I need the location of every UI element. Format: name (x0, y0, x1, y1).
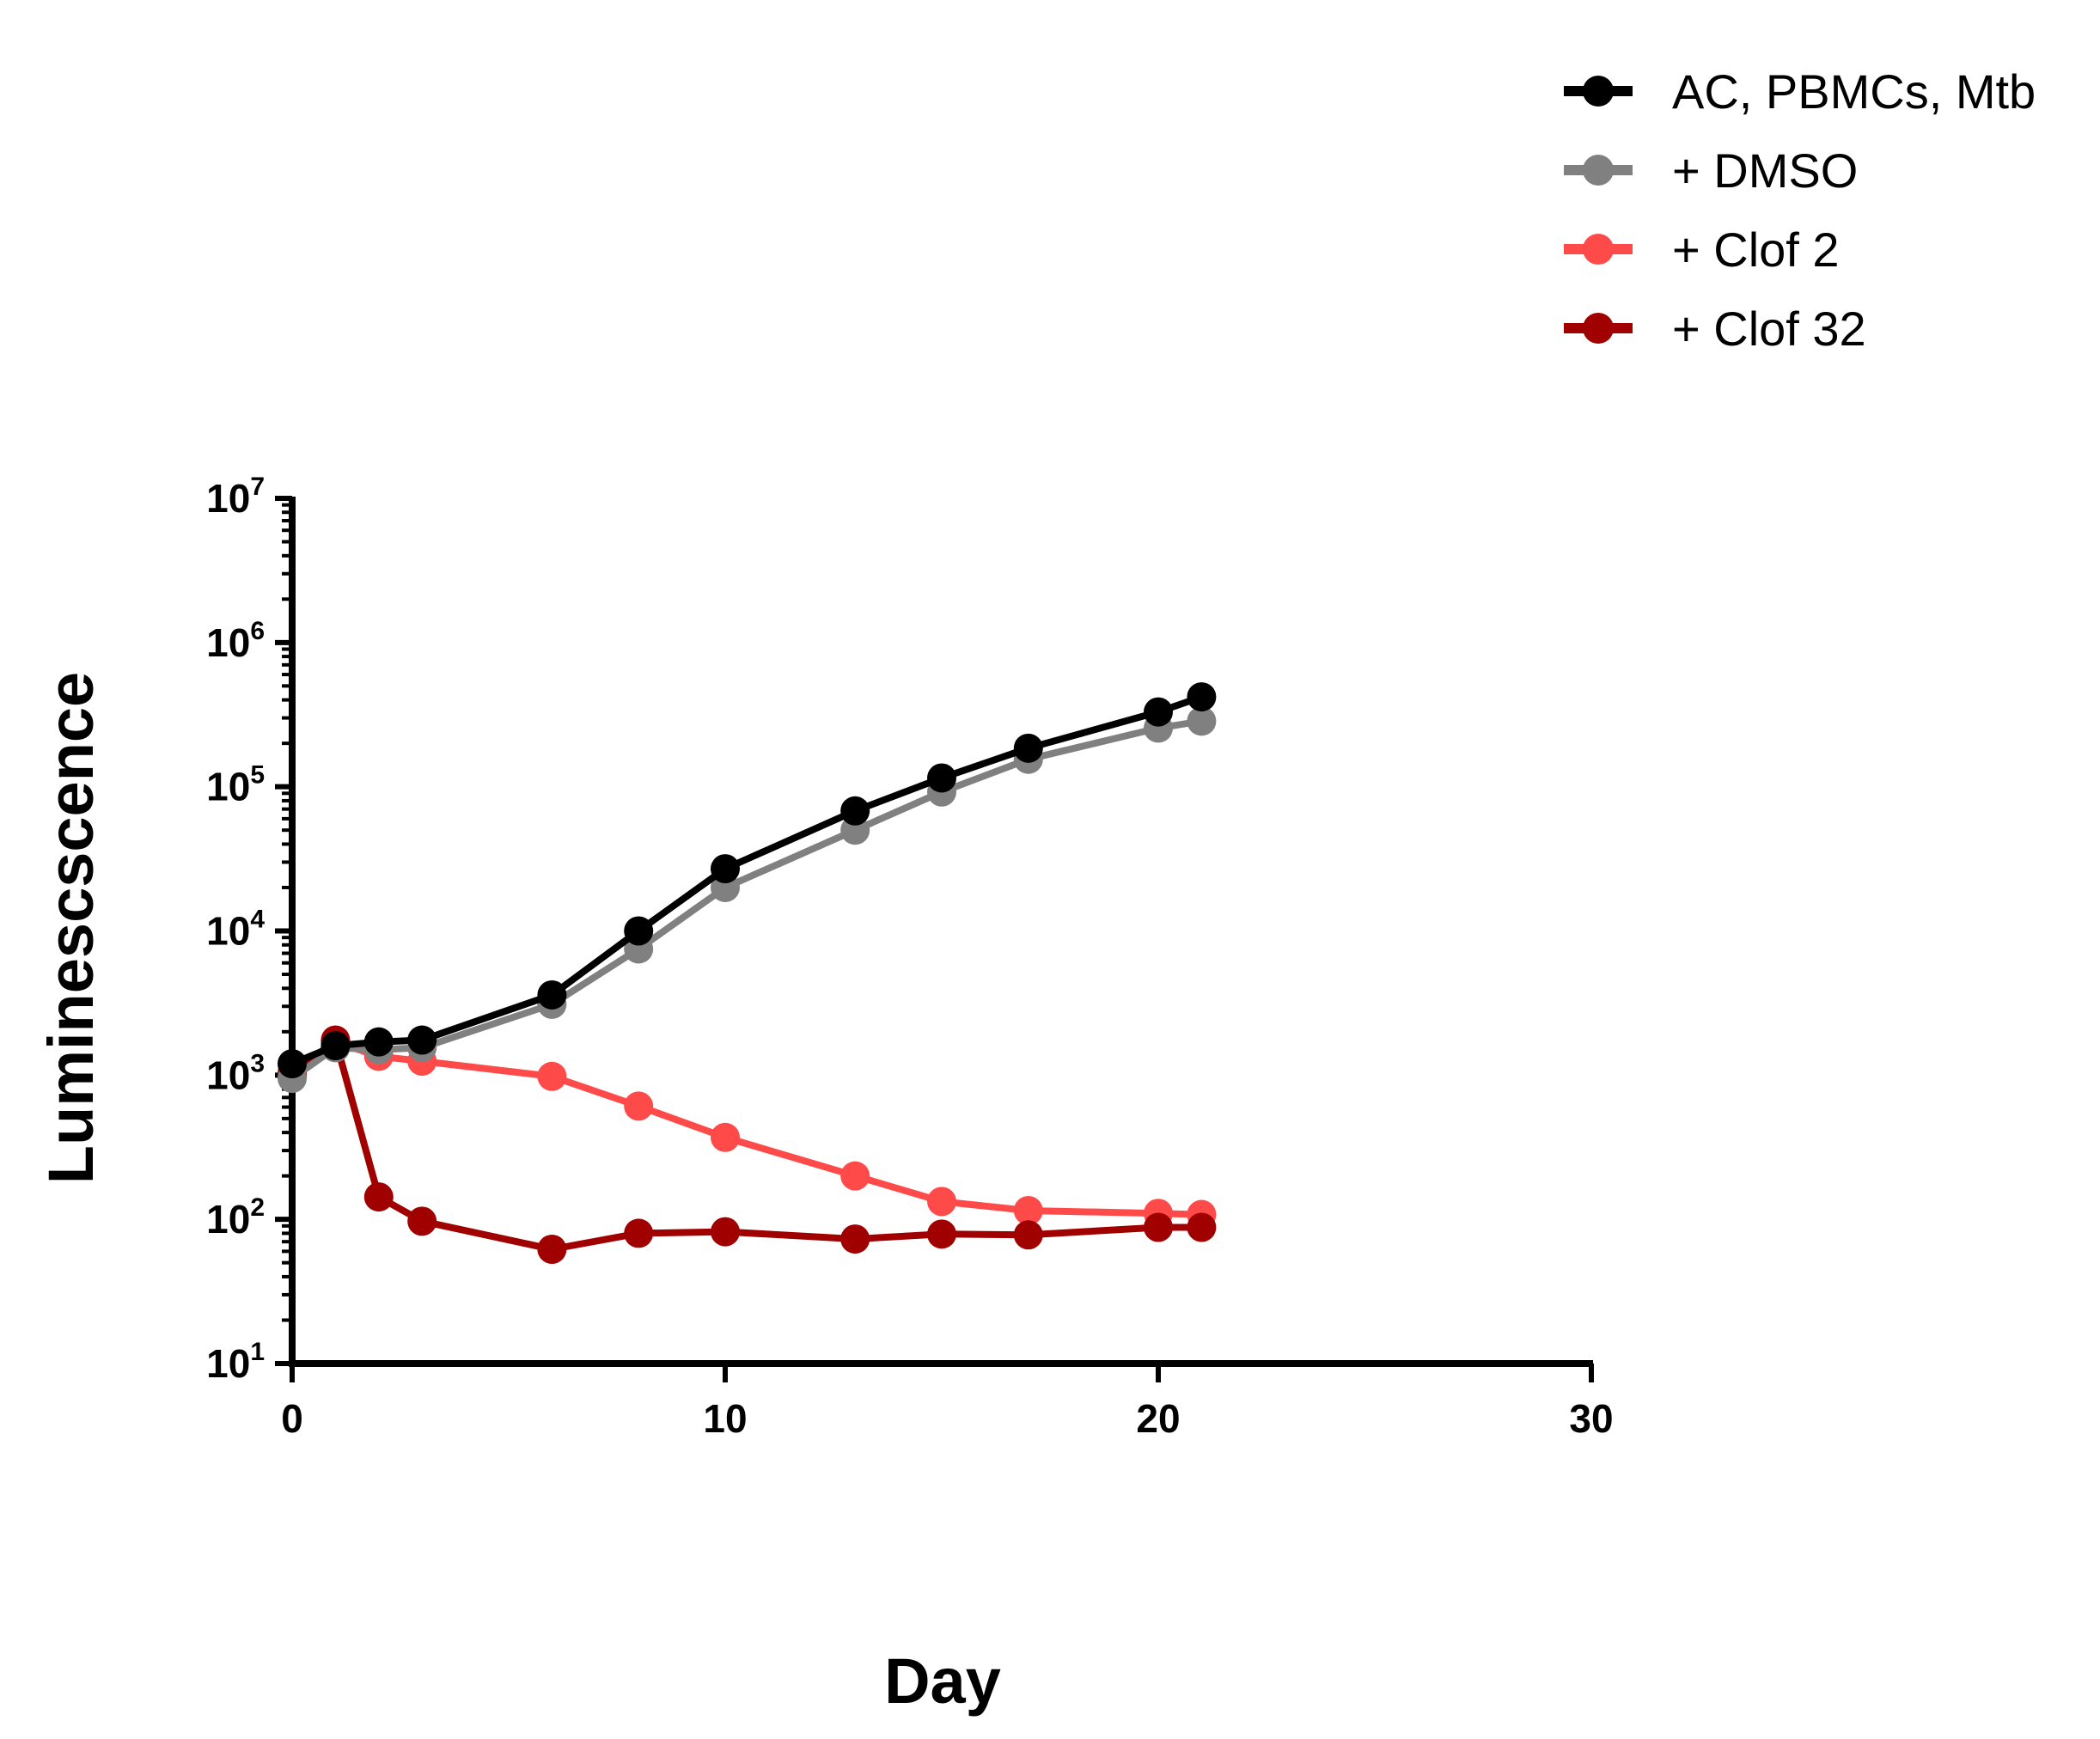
x-tick-label: 10 (703, 1396, 747, 1441)
data-point (407, 1206, 437, 1236)
legend-swatch-marker (1583, 234, 1614, 265)
data-point (624, 1218, 654, 1248)
legend-label: AC, PBMCs, Mtb (1672, 64, 2036, 119)
y-tick-label: 105 (206, 761, 265, 809)
data-point (363, 1182, 394, 1212)
data-point (840, 796, 870, 826)
data-point (407, 1025, 437, 1055)
legend-item: + Clof 32 (1564, 302, 1866, 356)
data-point (1013, 1195, 1043, 1225)
y-axis-title: Luminescscence (35, 672, 107, 1184)
axes: 101 102 103 104 105 106 107 0 10 20 30 (206, 473, 1613, 1441)
legend-swatch-marker (1583, 155, 1614, 186)
series-layer (278, 682, 1217, 1265)
legend-item: + Clof 2 (1564, 223, 1840, 277)
data-point (927, 763, 956, 793)
y-tick-label: 107 (206, 473, 265, 521)
series-0 (278, 682, 1217, 1079)
data-point (1013, 1220, 1043, 1250)
legend-swatch-marker (1583, 76, 1614, 107)
data-point (840, 1224, 870, 1254)
x-tick-label: 20 (1136, 1396, 1180, 1441)
data-point (927, 1187, 956, 1217)
data-point (278, 1049, 307, 1079)
data-point (1144, 1212, 1173, 1242)
data-point (840, 1161, 870, 1191)
legend-item: AC, PBMCs, Mtb (1564, 64, 2036, 119)
x-axis-title: Day (884, 1645, 1001, 1717)
data-point (624, 916, 654, 946)
data-point (711, 854, 740, 884)
legend-item: + DMSO (1564, 143, 1858, 198)
data-point (711, 1217, 740, 1247)
x-tick-label: 0 (281, 1396, 303, 1441)
legend-label: + DMSO (1672, 143, 1858, 198)
data-point (1187, 1212, 1217, 1242)
y-tick-label: 104 (206, 906, 265, 954)
data-point (537, 1061, 567, 1091)
data-point (1144, 697, 1173, 727)
data-point (320, 1031, 351, 1061)
y-tick-label: 102 (206, 1193, 265, 1242)
data-point (363, 1027, 394, 1057)
series-line (290, 1036, 1202, 1253)
data-point (1013, 733, 1043, 763)
data-point (1187, 706, 1217, 736)
y-tick-label: 101 (206, 1338, 265, 1386)
data-point (624, 1091, 654, 1121)
legend-label: + Clof 32 (1672, 302, 1866, 356)
legend-label: + Clof 2 (1672, 223, 1840, 277)
x-tick-label: 30 (1569, 1396, 1613, 1441)
y-tick-label: 103 (206, 1049, 265, 1097)
data-point (1187, 682, 1217, 712)
data-point (711, 1122, 740, 1152)
legend: AC, PBMCs, Mtb + DMSO + Clof 2 + Clof 32 (1564, 64, 2036, 356)
legend-swatch-marker (1583, 313, 1614, 344)
y-tick-label: 106 (206, 617, 265, 665)
series-line (290, 717, 1203, 1082)
data-point (537, 979, 567, 1010)
data-point (537, 1235, 567, 1265)
data-point (927, 1219, 956, 1249)
